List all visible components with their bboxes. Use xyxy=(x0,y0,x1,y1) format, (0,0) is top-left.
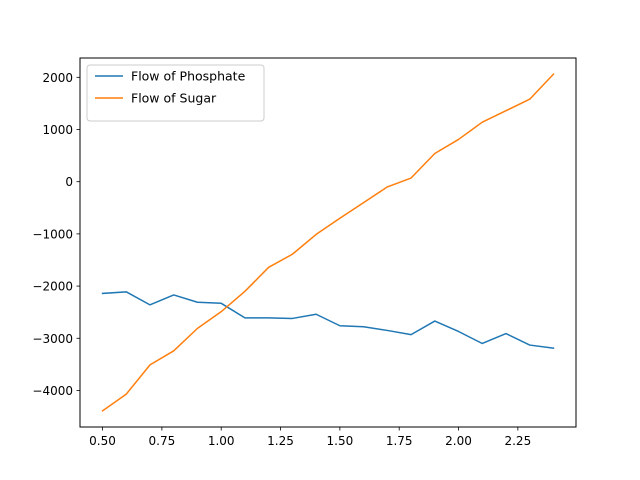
legend: Flow of Phosphate Flow of Sugar xyxy=(86,64,265,122)
legend-label: Flow of Sugar xyxy=(131,91,217,106)
x-tick-label: 1.50 xyxy=(327,434,354,448)
x-tick-label: 1.75 xyxy=(386,434,413,448)
plot-lines xyxy=(101,73,555,412)
y-tick-label: −3000 xyxy=(32,332,73,346)
series-line-1 xyxy=(101,291,555,350)
x-tick-label: 2.00 xyxy=(445,434,472,448)
x-axis: 0.50 0.75 1.00 1.25 1.50 1.75 2.00 2.25 xyxy=(89,427,531,448)
x-tick-label: 1.00 xyxy=(208,434,235,448)
y-tick-label: −1000 xyxy=(32,227,73,241)
y-tick-label: 0 xyxy=(65,175,73,189)
legend-label: Flow of Phosphate xyxy=(131,69,246,84)
x-tick-label: 1.25 xyxy=(267,434,294,448)
x-tick-label: 0.75 xyxy=(149,434,176,448)
y-axis: −4000 −3000 −2000 −1000 0 1000 2000 xyxy=(32,71,80,398)
y-tick-label: −2000 xyxy=(32,280,73,294)
plot-frame xyxy=(79,57,577,428)
x-tick-label: 0.50 xyxy=(89,434,116,448)
series-line-2 xyxy=(101,73,555,412)
x-tick-label: 2.25 xyxy=(504,434,531,448)
y-tick-label: 2000 xyxy=(42,71,73,85)
y-tick-label: −4000 xyxy=(32,384,73,398)
legend-box xyxy=(86,64,265,122)
y-tick-label: 1000 xyxy=(42,123,73,137)
